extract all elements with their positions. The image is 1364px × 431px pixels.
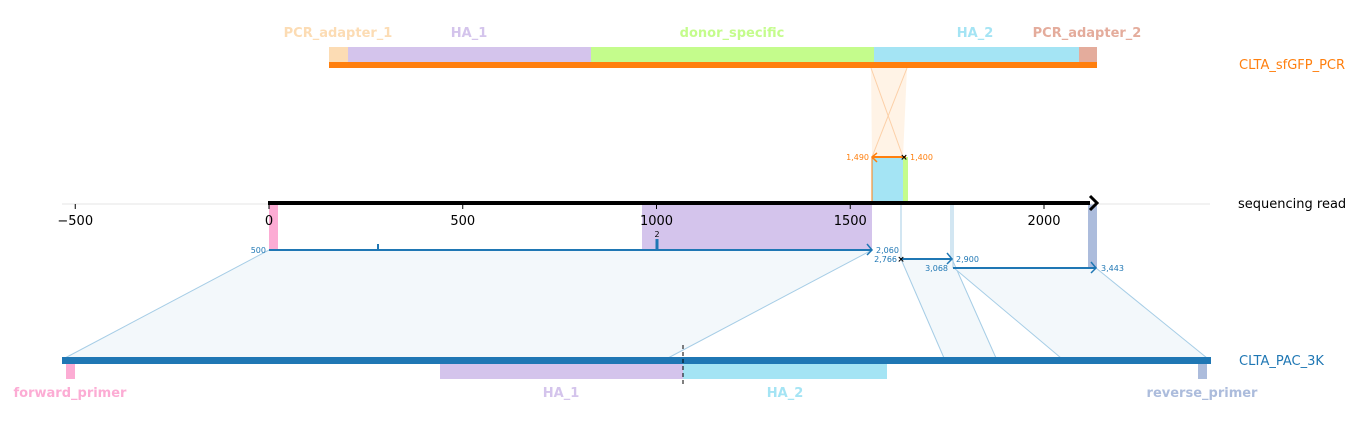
reference-feature-label: HA_2 [767,386,804,401]
read-donor-ha-2-block [872,157,903,203]
donor-sequence-bar [329,62,1097,68]
donor-coord-label: 1,400 [910,153,933,162]
alignment-segments: × 1,490 1,400 2 500 2,060 × 2,766 2,900 … [251,152,1124,274]
donor-feature-label: PCR_adapter_1 [284,26,393,41]
reference-coord-label: 500 [251,246,266,255]
ribbon-edge [951,258,997,359]
reference-feature-forward-primer [66,364,75,379]
reference-coord-label: 3,443 [1101,264,1124,273]
donor-feature-label: donor_specific [680,26,785,41]
axis-tick-label: 0 [265,214,273,229]
donor-feature-label: PCR_adapter_2 [1033,26,1142,41]
read-track: −500 0 500 1000 1500 2000 sequencing read [57,157,1346,268]
read-direction-arrow [1088,194,1100,212]
read-reverse-primer-block [1088,204,1097,268]
reference-coord-label: 2,900 [956,255,979,264]
donor-ribbon-edge [870,67,904,158]
reference-feature-label: HA_1 [543,386,580,401]
axis-tick-label: 2000 [1027,214,1060,229]
axis-tick-label: 500 [450,214,475,229]
reference-alignment-arrow [946,252,954,265]
reference-alignment-arrow [1090,261,1098,274]
read-ha-1-block [642,204,872,250]
reference-alignment-arrow [866,243,874,256]
reference-alignment-start-marker: × [897,255,905,265]
alignment-ribbons [64,67,1208,359]
donor-ribbon-edge [871,67,908,158]
reference-alignment-ribbon-2 [901,259,996,358]
donor-feature-label: HA_1 [451,26,488,41]
donor-feature-ha-1 [348,47,591,62]
reference-coord-label: 2,060 [876,246,899,255]
reference-feature-reverse-primer [1198,364,1207,379]
donor-feature-ha-2 [874,47,1079,62]
ribbon-edge [900,258,945,359]
axis-tick-label: 1000 [640,214,673,229]
donor-feature-pcr-adapter-2 [1079,47,1097,62]
reference-feature-ha-1 [440,364,683,379]
read-forward-primer-block [269,204,278,250]
donor-track: PCR_adapter_1 HA_1 donor_specific HA_2 P… [284,26,1345,73]
reference-sequence-name: CLTA_PAC_3K [1239,354,1324,369]
read-sequence-bar [268,201,1090,205]
reference-alignment-ribbon-3 [954,268,1207,358]
donor-feature-pcr-adapter-1 [329,47,348,62]
read-donor-specific-block [903,157,908,203]
reference-track: forward_primer HA_1 HA_2 reverse_primer … [14,345,1324,401]
donor-alignment-arrow [870,152,878,163]
reference-sequence-bar [62,357,1211,364]
axis-tick-label: 1500 [834,214,867,229]
reference-coord-label: 2,766 [874,255,897,264]
ribbon-edge [64,249,270,359]
donor-sequence-name: CLTA_sfGFP_PCR [1239,58,1345,73]
reference-feature-label: forward_primer [14,386,128,401]
donor-alignment-end-marker: × [900,153,908,163]
read-axis-ticks: −500 0 500 1000 1500 2000 [57,204,1061,229]
ribbon-edge [667,249,873,359]
reference-feature-ha-2 [683,364,887,379]
donor-coord-label: 1,490 [846,153,869,162]
insertion-length-label: 2 [654,230,659,239]
reference-feature-label: reverse_primer [1147,386,1259,401]
donor-feature-donor-specific [591,47,874,62]
ribbon-edge [953,267,1062,359]
ribbon-edge [1095,267,1208,359]
donor-feature-label: HA_2 [957,26,994,41]
axis-tick-label: −500 [57,214,93,229]
read-sequence-name: sequencing read [1238,197,1346,212]
reference-alignment-ribbon-1 [65,250,872,358]
reference-coord-label: 3,068 [925,264,948,273]
